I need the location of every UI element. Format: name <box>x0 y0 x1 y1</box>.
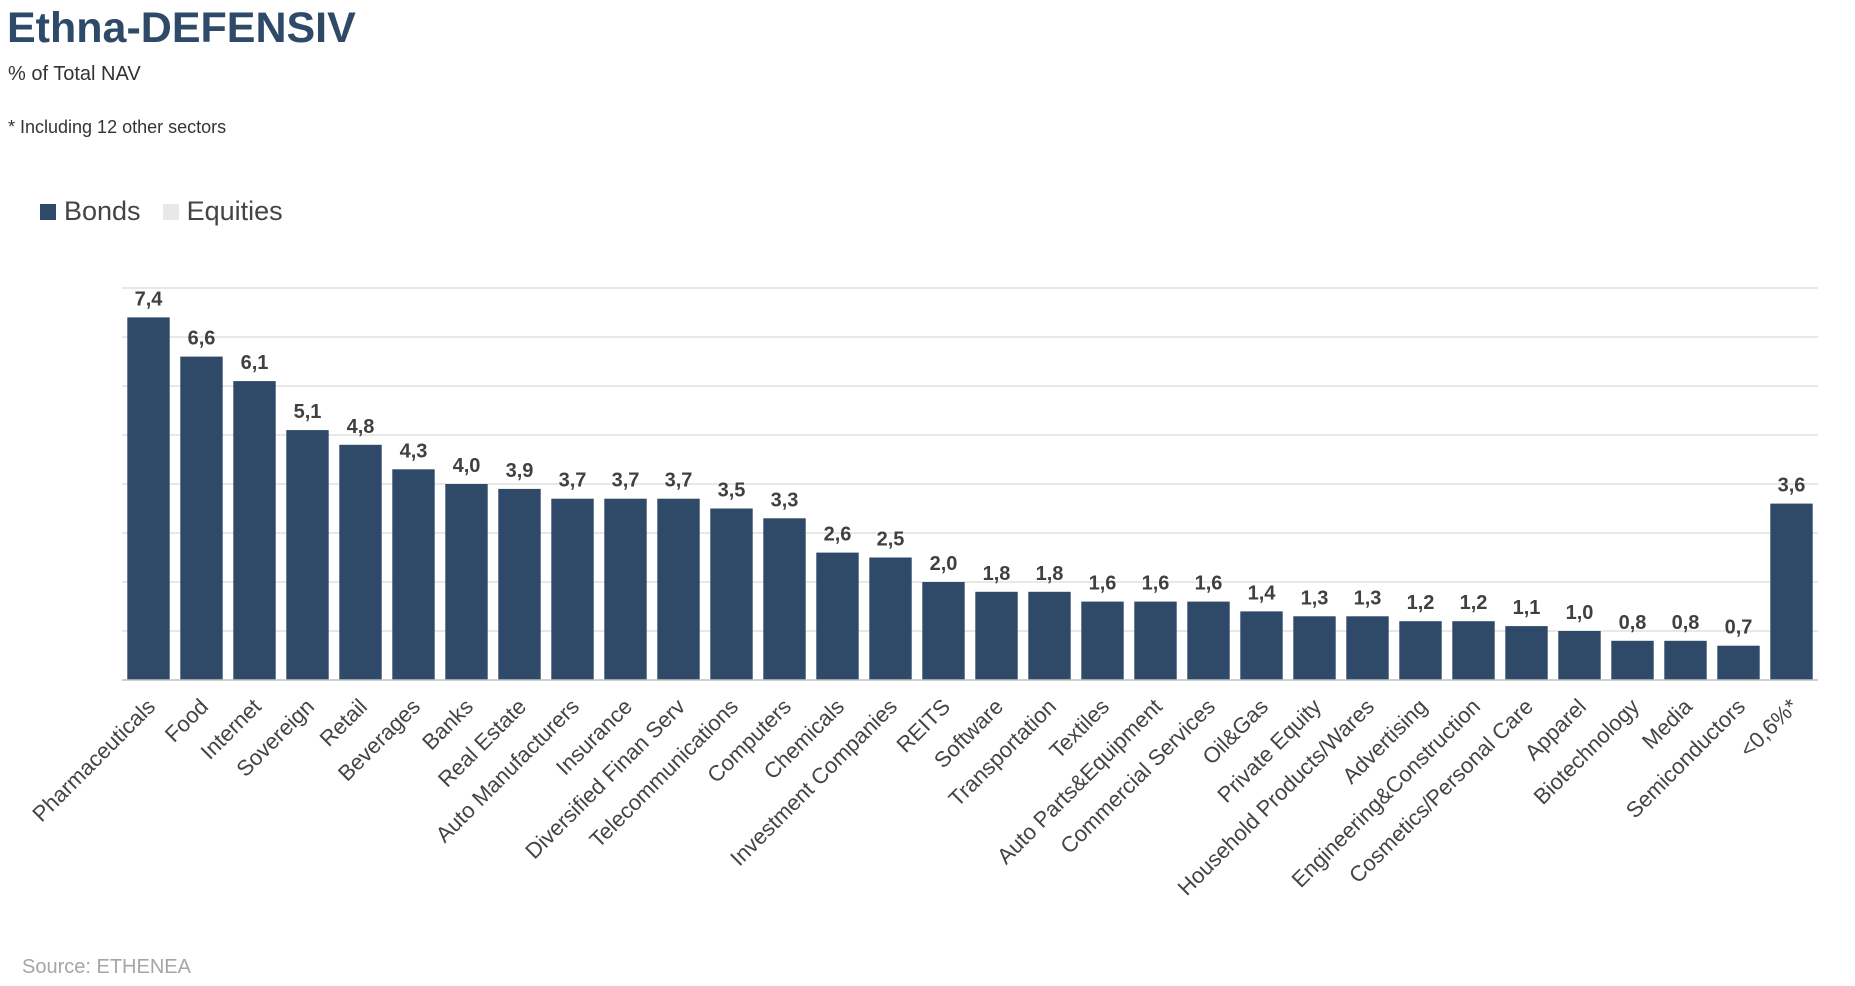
data-labels: 7,4 6,6 6,1 5,1 4,8 4,3 4,0 3,9 3,7 3,7 3,7 3,5 3,3 2… <box>135 288 1806 638</box>
data-label: 1,4 <box>1248 582 1277 604</box>
bar <box>1346 616 1389 680</box>
bar <box>657 498 700 680</box>
data-label: 7,4 <box>135 288 164 310</box>
x-tick-label: <0,6%* <box>1735 694 1804 763</box>
bar <box>1081 601 1124 680</box>
bar <box>1240 611 1283 680</box>
bar <box>339 444 382 680</box>
bar <box>233 381 276 680</box>
bar <box>180 356 223 680</box>
data-label: 3,3 <box>771 489 799 511</box>
bar <box>763 518 806 680</box>
data-label: 6,6 <box>188 328 216 350</box>
data-label: 3,9 <box>506 460 534 482</box>
bars <box>127 317 1813 680</box>
bar <box>127 317 170 680</box>
data-label: 4,0 <box>453 455 481 477</box>
source-note: Source: ETHENEA <box>22 956 191 978</box>
chart-subtitle: % of Total NAV <box>8 63 141 85</box>
bar <box>710 508 753 680</box>
bar <box>445 484 488 680</box>
bar <box>1134 601 1177 680</box>
data-label: 4,8 <box>347 416 375 438</box>
bar <box>1505 626 1548 680</box>
bar <box>498 488 541 680</box>
data-label: 1,8 <box>1036 563 1064 585</box>
bar <box>1664 640 1707 680</box>
data-label: 0,8 <box>1619 612 1647 634</box>
data-label: 5,1 <box>294 401 322 423</box>
data-label: 1,2 <box>1460 592 1488 614</box>
data-label: 3,5 <box>718 480 746 502</box>
data-label: 3,6 <box>1778 475 1806 497</box>
bar <box>604 498 647 680</box>
bar <box>1452 621 1495 680</box>
data-label: 2,5 <box>877 529 905 551</box>
x-axis-tick-labels: Pharmaceuticals FoodInternetSovereignReta… <box>27 693 1803 900</box>
data-label: 1,1 <box>1513 597 1541 619</box>
data-label: 1,6 <box>1195 573 1223 595</box>
data-label: 6,1 <box>241 352 269 374</box>
legend-swatch-equities <box>162 203 179 220</box>
data-label: 1,6 <box>1142 573 1170 595</box>
bar <box>1558 631 1601 680</box>
bar <box>1717 645 1760 680</box>
bar <box>551 498 594 680</box>
data-label: 1,6 <box>1089 573 1117 595</box>
chart-note: * Including 12 other sectors <box>8 117 227 137</box>
data-label: 3,7 <box>559 470 587 492</box>
bar <box>392 469 435 680</box>
legend-item-bonds: Bonds <box>40 196 141 227</box>
data-label: 1,8 <box>983 563 1011 585</box>
legend-item-equities: Equities <box>162 196 283 227</box>
data-label: 2,6 <box>824 524 852 546</box>
bar <box>1399 621 1442 680</box>
bar <box>869 557 912 680</box>
legend: Bonds Equities <box>40 196 305 227</box>
legend-label-bonds: Bonds <box>64 196 141 226</box>
data-label: 1,0 <box>1566 602 1594 624</box>
x-tick-label: Pharmaceuticals <box>27 694 160 827</box>
data-label: 4,3 <box>400 440 428 462</box>
data-label: 0,8 <box>1672 612 1700 634</box>
bar <box>816 552 859 680</box>
data-label: 1,3 <box>1354 587 1382 609</box>
chart-title: Ethna-DEFENSIV <box>7 4 356 52</box>
data-label: 3,7 <box>665 470 693 492</box>
bar <box>922 582 965 680</box>
data-label: 1,2 <box>1407 592 1435 614</box>
bar <box>975 591 1018 680</box>
legend-label-equities: Equities <box>186 196 283 226</box>
bar <box>1028 591 1071 680</box>
data-label: 1,3 <box>1301 587 1329 609</box>
legend-swatch-bonds <box>40 203 56 220</box>
data-label: 2,0 <box>930 553 958 575</box>
bar <box>1770 503 1813 680</box>
bar <box>1293 616 1336 680</box>
data-label: 3,7 <box>612 470 640 492</box>
data-label: 0,7 <box>1725 617 1753 639</box>
bar <box>1187 601 1230 680</box>
bar <box>1611 640 1654 680</box>
bar <box>286 430 329 680</box>
